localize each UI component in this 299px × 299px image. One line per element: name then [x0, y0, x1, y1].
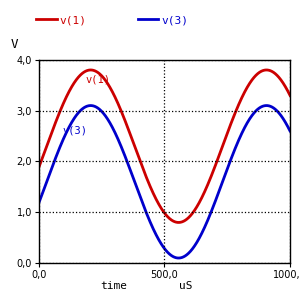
v(3) — [288, 129, 292, 133]
Text: v(3): v(3) — [63, 126, 88, 135]
Text: time: time — [100, 280, 127, 291]
v(1) — [66, 93, 69, 96]
v(1) — [81, 71, 84, 75]
v(1) — [288, 94, 292, 97]
v(3) — [144, 210, 148, 214]
v(1) — [283, 85, 287, 88]
v(3) — [66, 128, 69, 132]
Text: v(3): v(3) — [161, 16, 188, 26]
v(1) — [177, 221, 180, 224]
v(1) — [37, 165, 41, 169]
Line: v(3): v(3) — [39, 106, 290, 258]
Text: V: V — [10, 38, 18, 51]
v(1) — [133, 146, 137, 150]
Text: v(1): v(1) — [60, 16, 87, 26]
v(3) — [283, 120, 287, 124]
v(3) — [37, 201, 41, 205]
v(3) — [256, 107, 260, 111]
Text: v(1): v(1) — [85, 75, 110, 85]
v(3) — [81, 107, 84, 111]
v(1) — [144, 175, 148, 179]
v(1) — [256, 71, 260, 75]
v(1) — [265, 68, 268, 72]
Text: uS: uS — [179, 280, 192, 291]
v(3) — [177, 256, 180, 260]
v(3) — [265, 104, 268, 107]
Line: v(1): v(1) — [39, 70, 290, 222]
v(3) — [133, 181, 137, 185]
